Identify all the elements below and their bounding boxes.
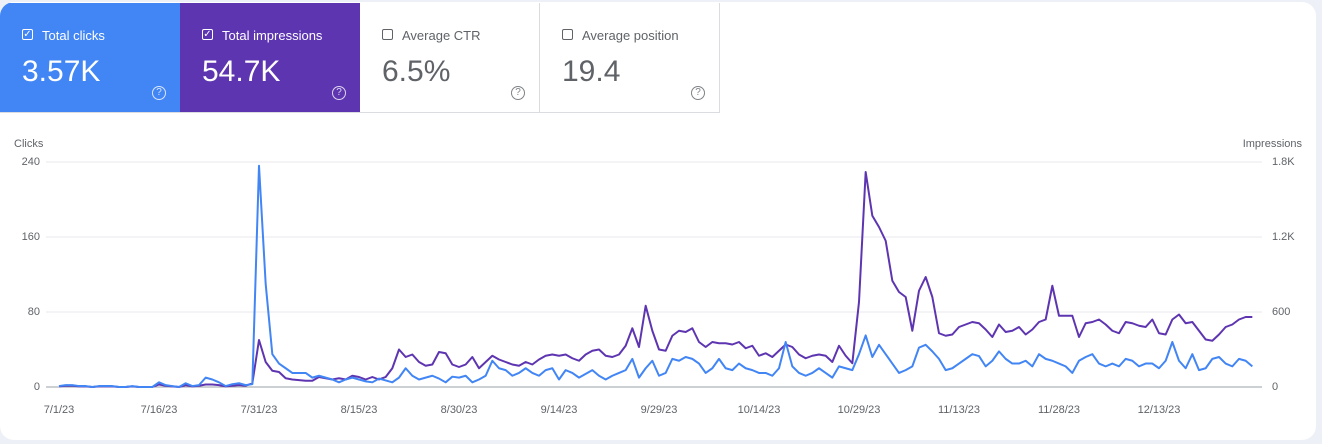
metric-card[interactable]: Average CTR 6.5%? <box>360 3 540 113</box>
x-tick-label: 10/29/23 <box>838 404 881 416</box>
series-line <box>58 171 1253 388</box>
x-tick-label: 11/28/23 <box>1038 404 1080 416</box>
series-line <box>58 164 1253 388</box>
y2-tick-label: 1.2K <box>1272 231 1295 243</box>
metric-label: Average position <box>582 28 679 43</box>
checkbox[interactable]: ✓ <box>22 29 33 40</box>
y-tick-label: 0 <box>34 381 40 393</box>
help-icon[interactable]: ? <box>152 86 166 100</box>
x-tick-label: 9/14/23 <box>541 404 578 416</box>
x-tick-label: 7/31/23 <box>241 404 278 416</box>
y2-tick-label: 1.8K <box>1272 156 1295 168</box>
metric-label: Total clicks <box>42 28 105 43</box>
y2-tick-label: 600 <box>1272 306 1290 318</box>
x-tick-label: 8/15/23 <box>341 404 378 416</box>
metric-value: 3.57K <box>22 55 101 88</box>
metric-card[interactable]: ✓ Total clicks 3.57K? <box>0 3 180 113</box>
metric-label: Total impressions <box>222 28 323 43</box>
metric-value: 6.5% <box>382 55 451 88</box>
checkbox[interactable] <box>562 29 573 40</box>
x-tick-label: 10/14/23 <box>738 404 781 416</box>
x-tick-label: 9/29/23 <box>641 404 678 416</box>
metric-value: 19.4 <box>562 55 621 88</box>
checkbox[interactable]: ✓ <box>202 29 213 40</box>
metric-card[interactable]: Average position 19.4? <box>540 3 720 113</box>
help-icon[interactable]: ? <box>332 86 346 100</box>
help-icon[interactable]: ? <box>691 86 705 100</box>
y2-axis-title: Impressions <box>1243 138 1303 150</box>
y-axis-title: Clicks <box>14 138 44 150</box>
y2-tick-label: 0 <box>1272 381 1278 393</box>
y-tick-label: 240 <box>22 156 40 168</box>
metric-value: 54.7K <box>202 55 281 88</box>
x-tick-label: 12/13/23 <box>1138 404 1181 416</box>
y-tick-label: 160 <box>22 231 40 243</box>
checkbox[interactable] <box>382 29 393 40</box>
x-tick-label: 8/30/23 <box>441 404 478 416</box>
y-tick-label: 80 <box>28 306 40 318</box>
metric-label: Average CTR <box>402 28 481 43</box>
x-tick-label: 11/13/23 <box>938 404 980 416</box>
x-tick-label: 7/1/23 <box>44 404 75 416</box>
metric-cards: ✓ Total clicks 3.57K? ✓ Total impressions 54.… <box>0 3 720 113</box>
help-icon[interactable]: ? <box>511 86 525 100</box>
metric-card[interactable]: ✓ Total impressions 54.7K? <box>180 3 360 113</box>
x-tick-label: 7/16/23 <box>141 404 178 416</box>
